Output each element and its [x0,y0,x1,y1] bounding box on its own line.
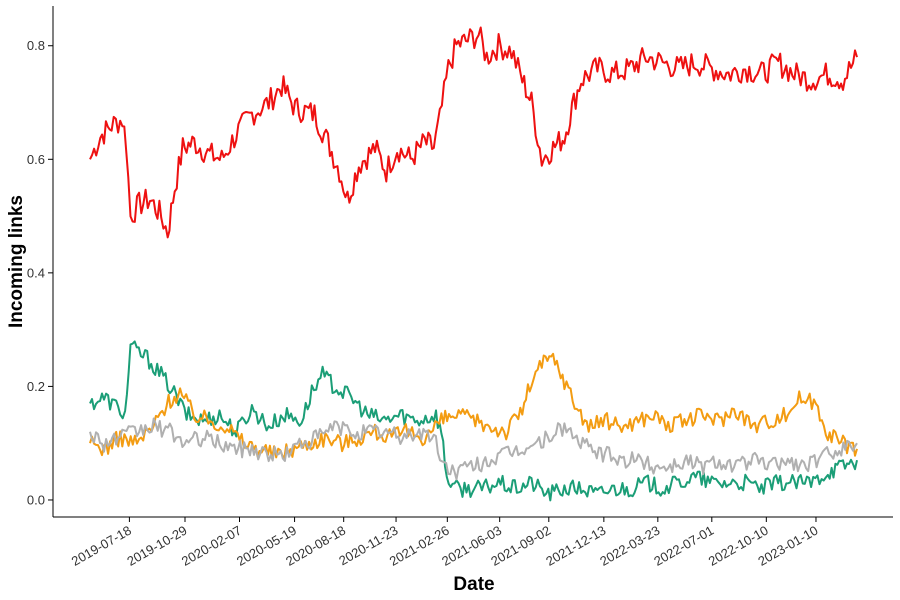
series-line-gray [90,419,857,480]
series-line-orange [90,354,857,459]
y-tick-label: 0.6 [27,152,45,167]
y-axis-ticks: 0.0 0.2 0.4 0.6 0.8 [27,38,53,507]
x-tick-label: 2020-02-07 [179,523,244,569]
series-line-red [90,28,857,238]
y-tick-label: 0.0 [27,492,45,507]
series-layer [90,28,857,501]
x-tick-label: 2021-12-13 [543,523,608,569]
y-axis-title: Incoming links [6,195,27,328]
x-tick-label: 2019-07-18 [69,523,134,569]
x-axis-title: Date [453,574,494,595]
x-axis-ticks: 2019-07-182019-10-292020-02-072020-05-19… [69,517,821,569]
y-tick-label: 0.4 [27,265,45,280]
y-tick-label: 0.8 [27,38,45,53]
y-tick-label: 0.2 [27,379,45,394]
x-tick-label: 2022-03-23 [597,523,662,569]
x-tick-label: 2019-10-29 [124,523,189,569]
x-tick-label: 2022-07-01 [651,523,716,569]
